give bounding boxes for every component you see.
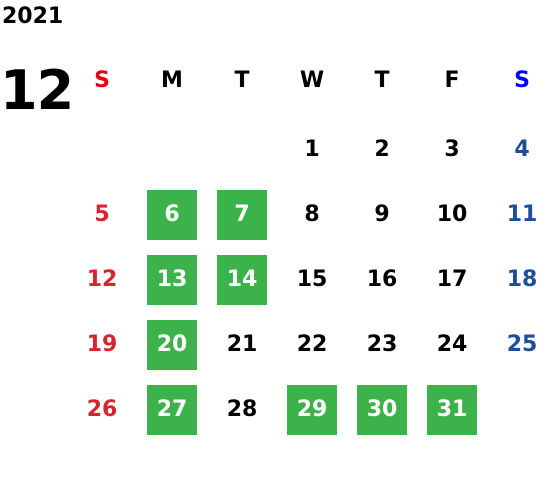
day: 11 [506, 202, 538, 227]
day: 18 [506, 267, 538, 292]
day: 8 [304, 202, 320, 227]
weekday-header: W [299, 68, 325, 93]
highlighted-day: 20 [147, 320, 197, 370]
year: 2021 [2, 4, 64, 29]
day: 26 [86, 397, 118, 422]
day: 25 [506, 332, 538, 357]
highlighted-day: 14 [217, 255, 267, 305]
day: 22 [296, 332, 328, 357]
weekday-header: M [161, 68, 183, 93]
day: 21 [226, 332, 258, 357]
day: 1 [304, 137, 320, 162]
day: 23 [366, 332, 398, 357]
day: 12 [86, 267, 118, 292]
day: 19 [86, 332, 118, 357]
weekday-header: S [94, 68, 110, 93]
day: 24 [436, 332, 468, 357]
weekday-header: S [514, 68, 530, 93]
day: 15 [296, 267, 328, 292]
day: 10 [436, 202, 468, 227]
highlighted-day: 27 [147, 385, 197, 435]
highlighted-day: 29 [287, 385, 337, 435]
month: 12 [0, 59, 74, 122]
weekday-header: F [444, 68, 460, 93]
highlighted-day: 30 [357, 385, 407, 435]
day: 28 [226, 397, 258, 422]
day: 4 [514, 137, 530, 162]
highlighted-day: 6 [147, 190, 197, 240]
weekday-header: T [374, 68, 390, 93]
highlighted-day: 31 [427, 385, 477, 435]
weekday-header: T [234, 68, 250, 93]
highlighted-day: 13 [147, 255, 197, 305]
day: 16 [366, 267, 398, 292]
day: 2 [374, 137, 390, 162]
day: 3 [444, 137, 460, 162]
highlighted-day: 7 [217, 190, 267, 240]
day: 9 [374, 202, 390, 227]
day: 5 [94, 202, 110, 227]
day: 17 [436, 267, 468, 292]
